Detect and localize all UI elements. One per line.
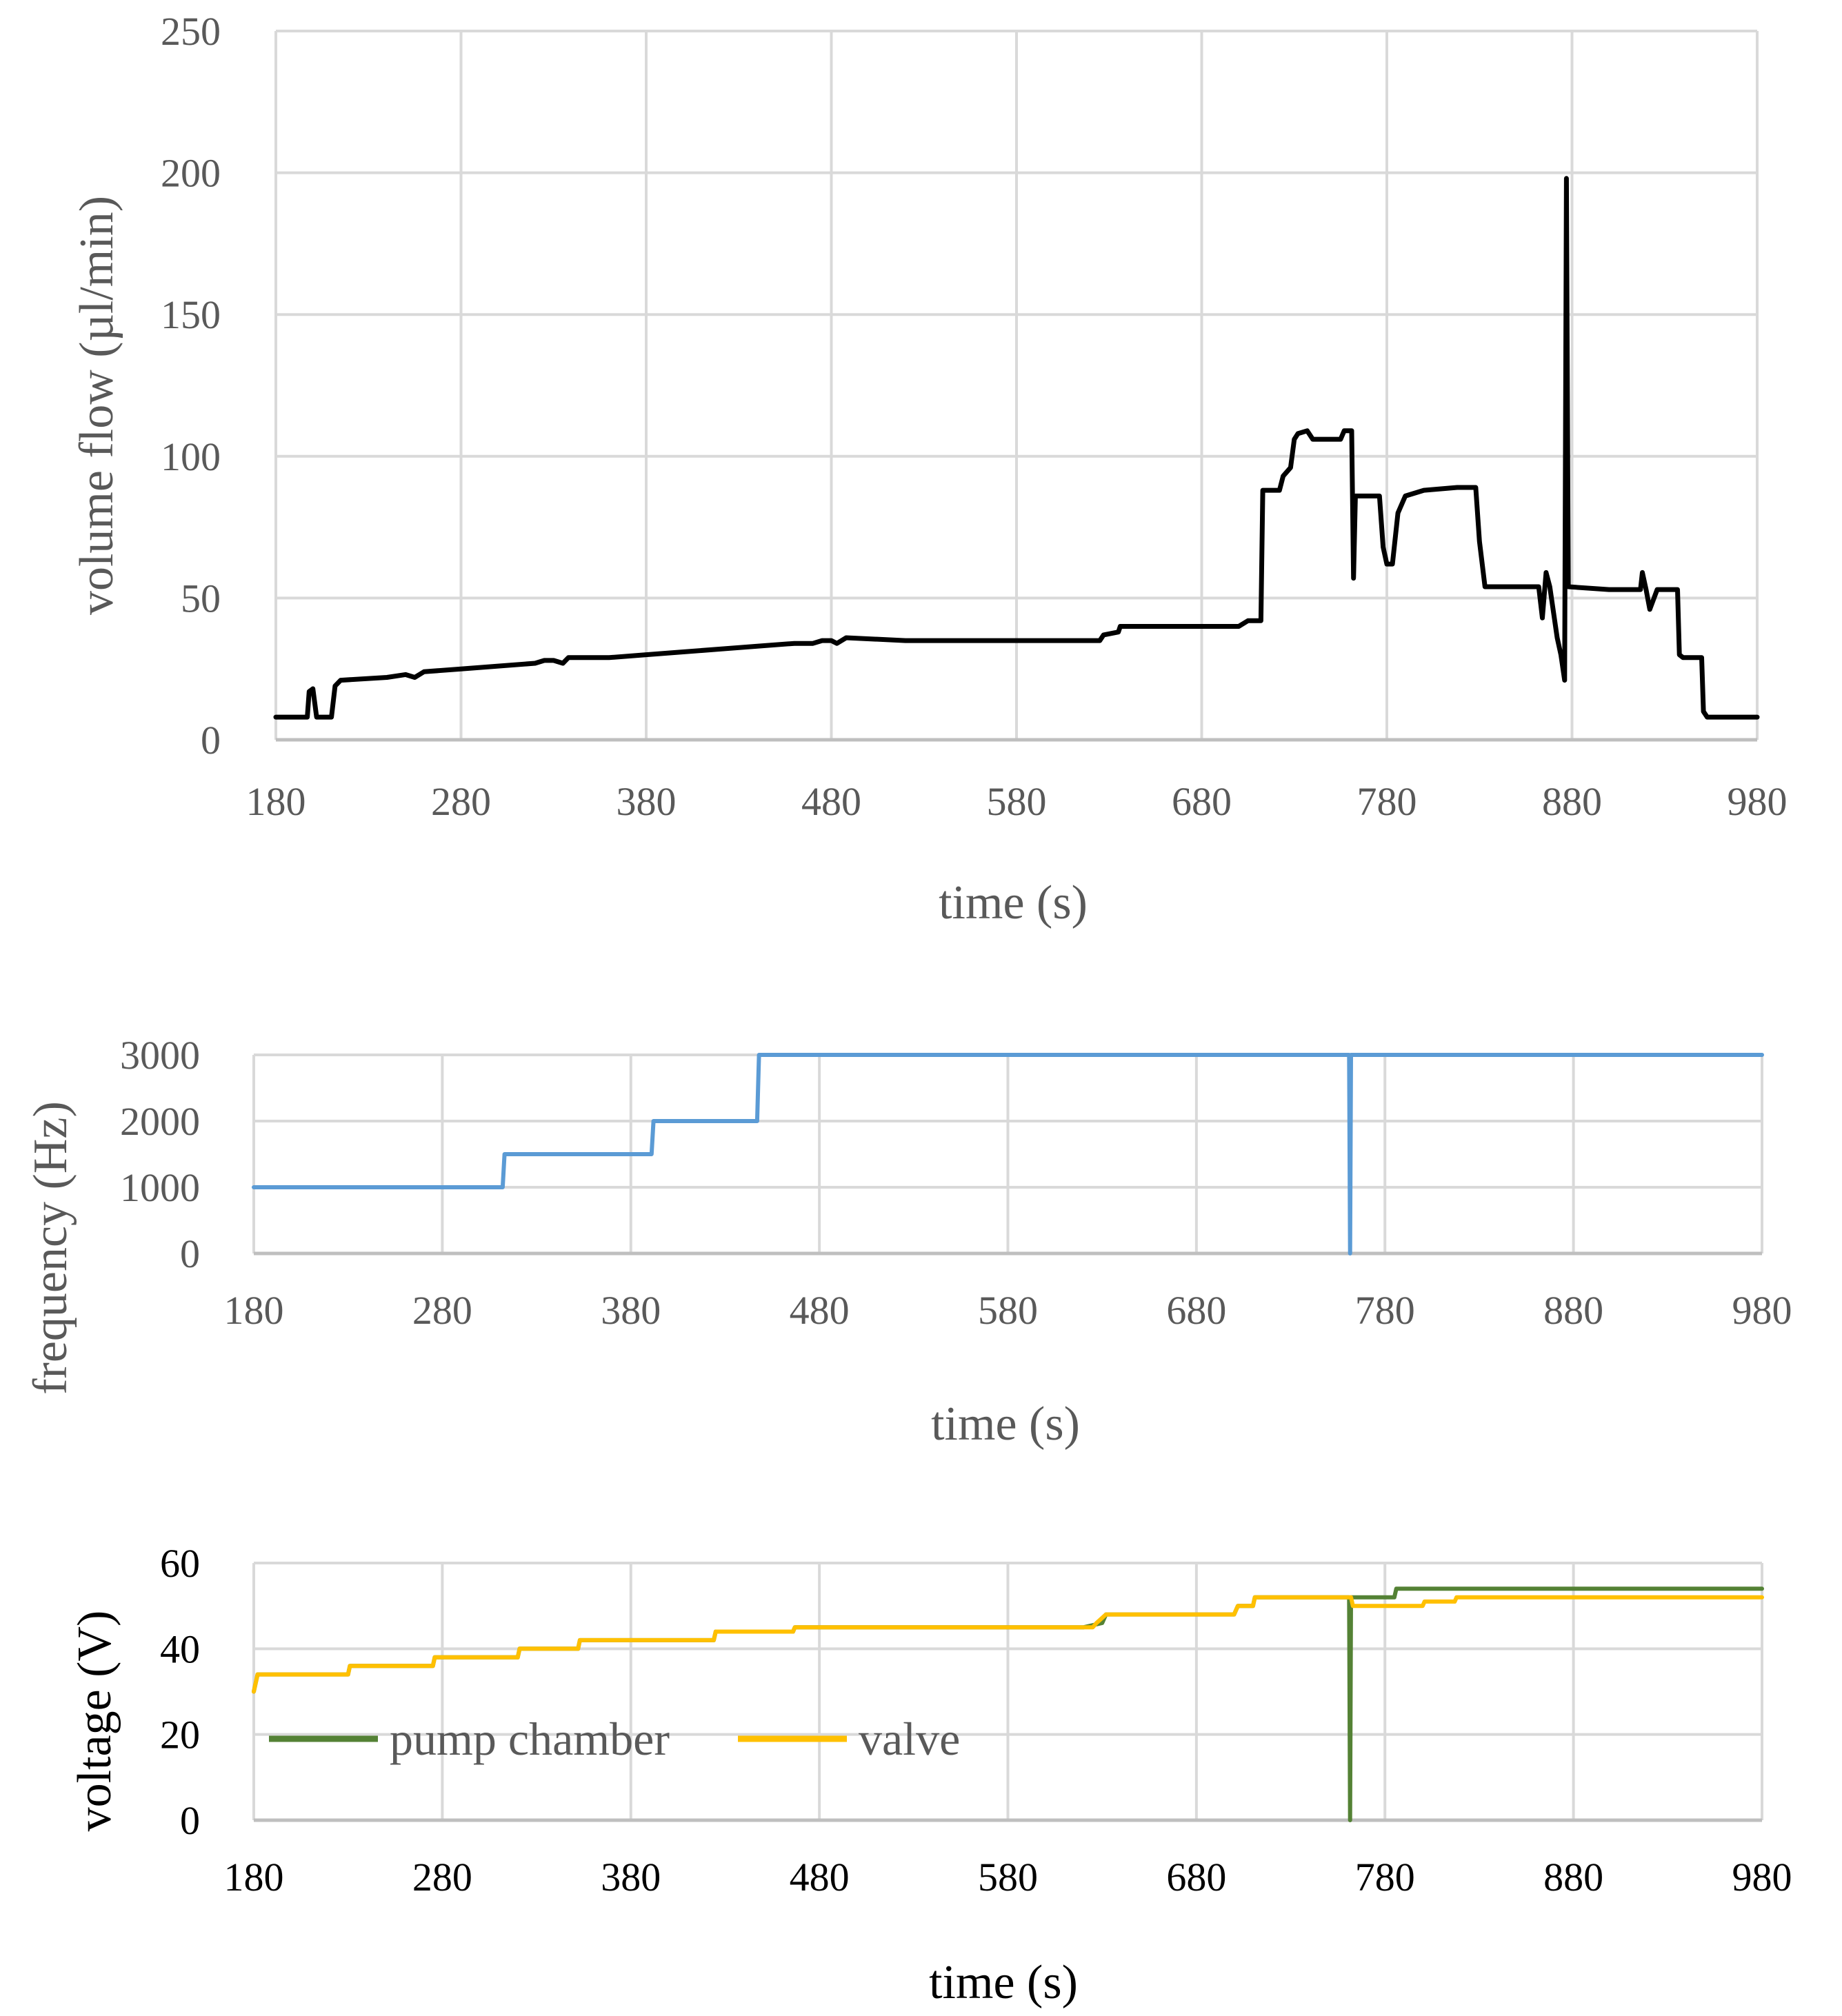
- voltage-x-tick-380: 380: [601, 1855, 661, 1899]
- frequency-x-tick-980: 980: [1732, 1288, 1792, 1333]
- frequency-y-axis-title: frequency (Hz): [24, 1101, 77, 1395]
- frequency-y-tick-1000: 1000: [120, 1165, 200, 1210]
- voltage-y-tick-60: 60: [160, 1541, 200, 1586]
- legend-label-pump-chamber: pump chamber: [390, 1713, 670, 1765]
- volume-flow-x-tick-880: 880: [1542, 779, 1602, 824]
- frequency-x-tick-880: 880: [1543, 1288, 1603, 1333]
- voltage-x-tick-280: 280: [412, 1855, 472, 1899]
- voltage-y-tick-40: 40: [160, 1626, 200, 1671]
- frequency-x-tick-180: 180: [224, 1288, 284, 1333]
- volume-flow-y-tick-100: 100: [161, 434, 221, 479]
- voltage-chart: 180 280 380 480 580 680 780 880 980 0 20 40 60 time…: [68, 1541, 1792, 2009]
- frequency-y-ticks: 0 1000 2000 3000: [120, 1033, 200, 1276]
- volume-flow-y-tick-150: 150: [161, 292, 221, 337]
- voltage-y-ticks: 0 20 40 60: [160, 1541, 200, 1843]
- voltage-gridlines: [252, 1562, 1763, 1822]
- voltage-x-ticks: 180 280 380 480 580 680 780 880 980: [224, 1855, 1792, 1899]
- volume-flow-y-tick-50: 50: [181, 576, 221, 621]
- volume-flow-x-tick-180: 180: [246, 779, 306, 824]
- frequency-y-tick-3000: 3000: [120, 1033, 200, 1078]
- voltage-x-tick-480: 480: [790, 1855, 850, 1899]
- frequency-x-ticks: 180 280 380 480 580 680 780 880 980: [224, 1288, 1792, 1333]
- voltage-x-tick-980: 980: [1732, 1855, 1792, 1899]
- volume-flow-chart: 180 280 380 480 580 680 780 880 980 0 50 100 150 200…: [70, 9, 1788, 929]
- volume-flow-x-tick-580: 580: [987, 779, 1047, 824]
- voltage-y-tick-20: 20: [160, 1713, 200, 1757]
- volume-flow-x-axis-title: time (s): [939, 876, 1088, 929]
- frequency-x-tick-480: 480: [790, 1288, 850, 1333]
- volume-flow-y-tick-0: 0: [201, 718, 221, 763]
- voltage-x-tick-180: 180: [224, 1855, 284, 1899]
- frequency-y-tick-0: 0: [180, 1231, 200, 1276]
- frequency-series: [252, 1053, 1764, 1256]
- voltage-x-axis-title: time (s): [929, 1956, 1078, 2009]
- volume-flow-gridlines: [274, 30, 1759, 742]
- frequency-y-tick-2000: 2000: [120, 1099, 200, 1144]
- volume-flow-y-axis-title: volume flow (µl/min): [70, 196, 123, 615]
- voltage-series-line-valve: [252, 1595, 1764, 1694]
- volume-flow-series-line-volume-flow: [273, 176, 1760, 720]
- frequency-x-tick-780: 780: [1355, 1288, 1415, 1333]
- frequency-x-axis-title: time (s): [931, 1398, 1080, 1451]
- frequency-x-tick-380: 380: [601, 1288, 661, 1333]
- voltage-x-tick-580: 580: [978, 1855, 1038, 1899]
- volume-flow-series: [273, 176, 1760, 720]
- volume-flow-x-tick-680: 680: [1172, 779, 1232, 824]
- voltage-x-tick-680: 680: [1166, 1855, 1226, 1899]
- volume-flow-x-tick-380: 380: [617, 779, 677, 824]
- voltage-legend: pump chamber valve: [269, 1713, 960, 1765]
- volume-flow-x-tick-780: 780: [1357, 779, 1417, 824]
- volume-flow-y-tick-250: 250: [161, 9, 221, 54]
- volume-flow-y-tick-200: 200: [161, 151, 221, 196]
- voltage-y-tick-0: 0: [180, 1798, 200, 1843]
- frequency-series-line-frequency: [252, 1053, 1764, 1256]
- frequency-x-tick-680: 680: [1166, 1288, 1226, 1333]
- voltage-x-tick-880: 880: [1543, 1855, 1603, 1899]
- frequency-chart: 180 280 380 480 580 680 780 880 980 0 1000 2000 300…: [24, 1033, 1792, 1451]
- frequency-x-tick-280: 280: [412, 1288, 472, 1333]
- volume-flow-x-tick-280: 280: [431, 779, 491, 824]
- volume-flow-y-ticks: 0 50 100 150 200 250: [161, 9, 221, 763]
- voltage-series: [252, 1586, 1764, 1822]
- voltage-x-tick-780: 780: [1355, 1855, 1415, 1899]
- volume-flow-x-tick-980: 980: [1728, 779, 1788, 824]
- volume-flow-x-ticks: 180 280 380 480 580 680 780 880 980: [246, 779, 1788, 824]
- frequency-x-tick-580: 580: [978, 1288, 1038, 1333]
- volume-flow-x-tick-480: 480: [801, 779, 861, 824]
- legend-label-valve: valve: [859, 1713, 960, 1765]
- frequency-gridlines: [252, 1054, 1763, 1256]
- voltage-y-axis-title: voltage (V): [68, 1611, 121, 1832]
